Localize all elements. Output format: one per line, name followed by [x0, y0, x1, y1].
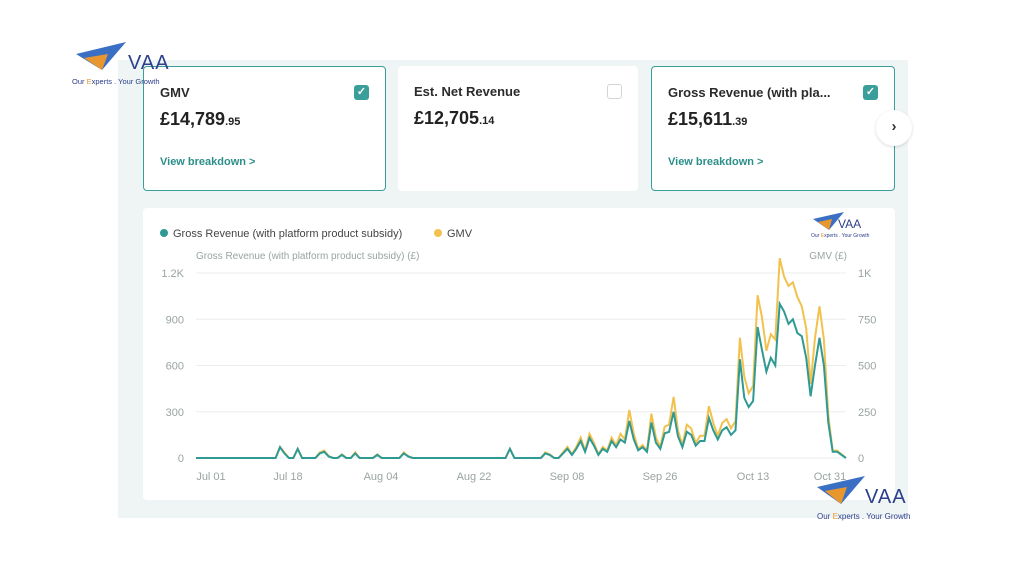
y-tick-label-right: 0 [858, 453, 864, 465]
x-tick-label: Sep 26 [643, 471, 678, 483]
check-icon[interactable]: ✓ [354, 85, 369, 100]
x-tick-label: Oct 31 [814, 471, 846, 483]
y-axis-label-right: GMV (£) [809, 251, 847, 262]
y-tick-label-left: 300 [166, 407, 184, 419]
logo-name: VAA [128, 52, 170, 74]
metric-card-gmv[interactable]: GMV £14,789.95 View breakdown > ✓ [143, 66, 386, 191]
logo-name: VAA [865, 486, 907, 508]
vaa-logo-mark-icon [817, 476, 865, 504]
y-tick-label-left: 900 [166, 314, 184, 326]
series-line-gross-revenue [196, 300, 847, 459]
legend-marker [160, 229, 168, 237]
logo-tagline: Our Experts . Your Growth [72, 77, 160, 86]
card-title: GMV [160, 85, 190, 100]
view-breakdown-link[interactable]: View breakdown > [668, 156, 764, 168]
y-tick-label-right: 500 [858, 361, 876, 373]
x-tick-label: Aug 04 [364, 471, 399, 483]
card-value: £14,789.95 [160, 109, 241, 129]
legend-label: Gross Revenue (with platform product sub… [173, 228, 402, 240]
grid-lines [196, 272, 846, 459]
legend: Gross Revenue (with platform product sub… [160, 228, 473, 240]
y-tick-label-left: 0 [178, 453, 184, 465]
card-value: £15,611.39 [668, 109, 748, 129]
check-icon[interactable]: ✓ [863, 85, 878, 100]
vaa-logo-mark-icon [76, 42, 126, 70]
logo-tagline: Our Experts . Your Growth [811, 233, 870, 239]
y-axis-label-left: Gross Revenue (with platform product sub… [196, 251, 419, 262]
card-title: Est. Net Revenue [414, 84, 521, 99]
view-breakdown-link[interactable]: View breakdown > [160, 156, 256, 168]
y-tick-label-right: 250 [858, 407, 876, 419]
chart-card [143, 208, 895, 500]
vaa-logo-mark-icon [813, 212, 844, 230]
metric-card-gross-revenue[interactable]: Gross Revenue (with pla... £15,611.39 Vi… [651, 66, 895, 191]
card-value: £12,705.14 [414, 108, 495, 128]
logo-tagline: Our Experts . Your Growth [817, 512, 911, 521]
x-tick-label: Oct 13 [737, 471, 769, 483]
legend-marker [434, 229, 442, 237]
metric-card-net-revenue[interactable]: Est. Net Revenue £12,705.14 [398, 66, 638, 191]
y-tick-label-right: 750 [858, 314, 876, 326]
chevron-right-icon[interactable]: › [876, 110, 912, 146]
checkbox-icon[interactable] [607, 84, 622, 99]
series-line-gmv [196, 257, 847, 459]
card-title: Gross Revenue (with pla... [668, 85, 831, 100]
x-tick-label: Jul 01 [196, 471, 225, 483]
legend-label: GMV [447, 228, 473, 240]
x-tick-label: Aug 22 [457, 471, 492, 483]
logo-name: VAA [838, 217, 862, 231]
x-tick-label: Jul 18 [273, 471, 302, 483]
y-tick-label-right: 1K [858, 268, 872, 280]
y-tick-label-left: 1.2K [161, 268, 184, 280]
y-tick-label-left: 600 [166, 361, 184, 373]
x-tick-label: Sep 08 [550, 471, 585, 483]
